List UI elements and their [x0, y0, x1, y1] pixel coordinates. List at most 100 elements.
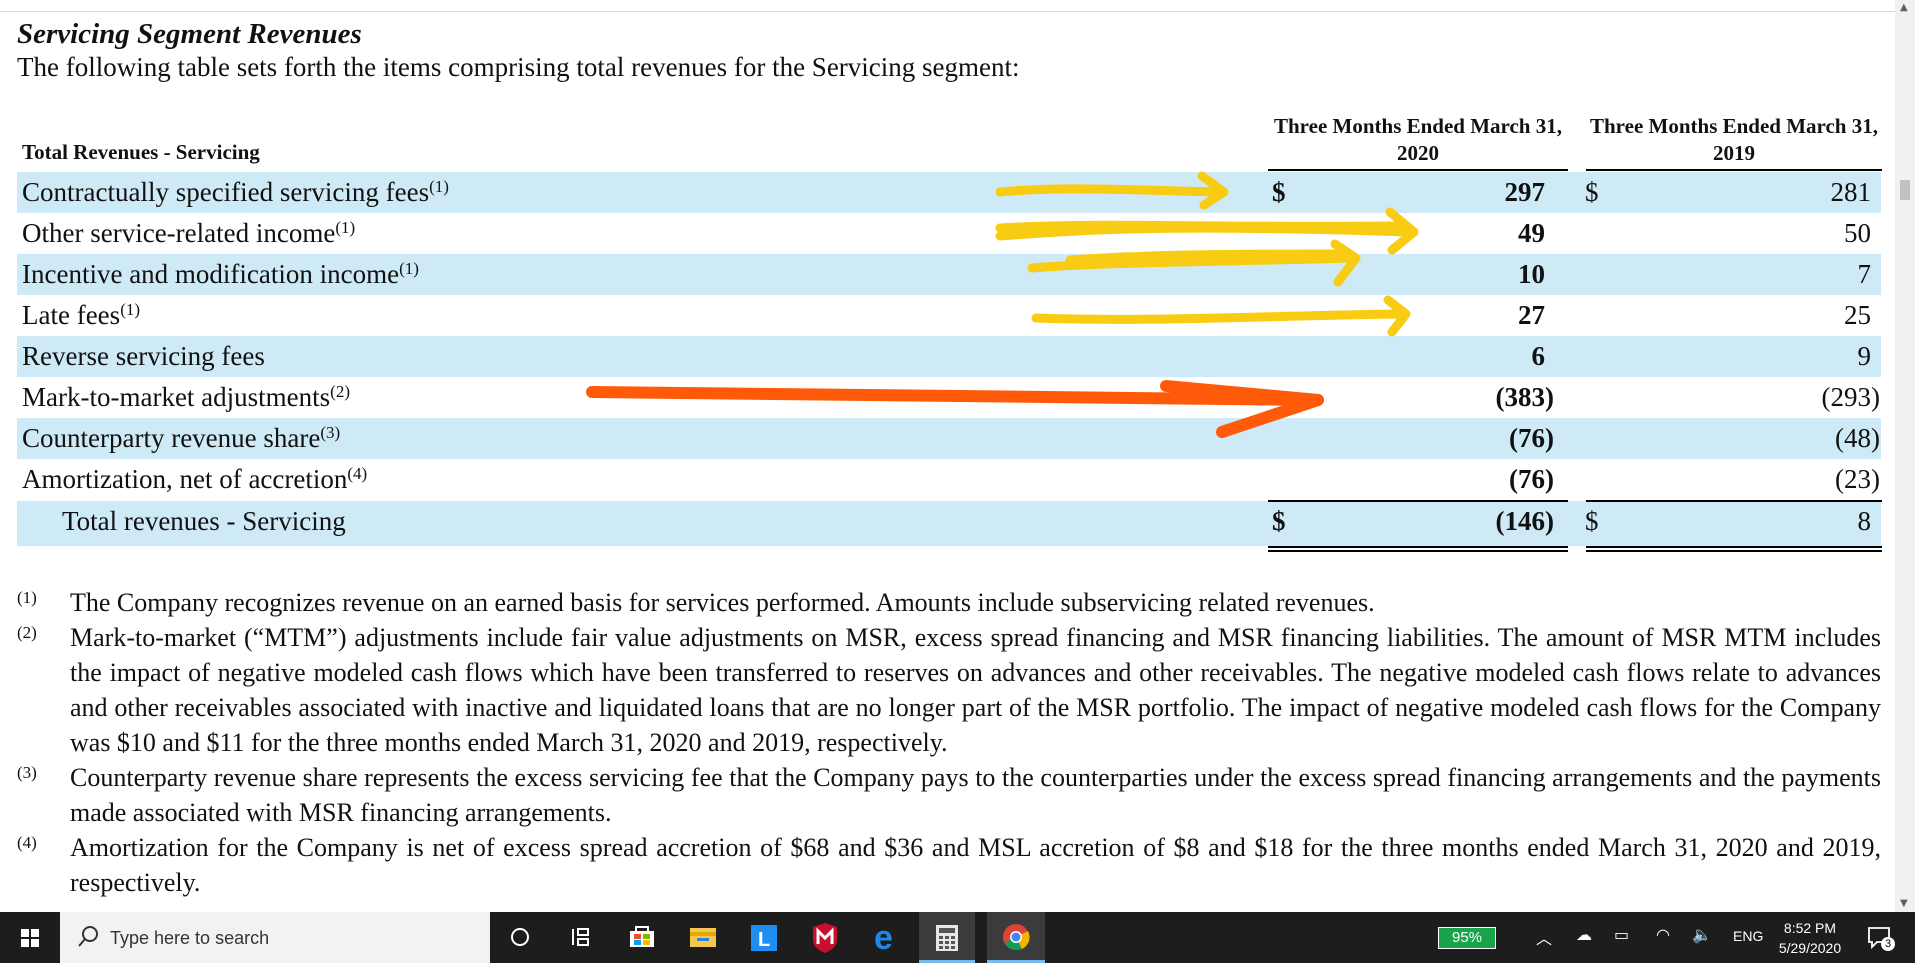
footnote: (3) Counterparty revenue share represents… — [17, 760, 1881, 830]
divider — [0, 11, 1895, 12]
vertical-scrollbar[interactable]: ▲ ▼ — [1895, 0, 1915, 912]
table-row: Incentive and modification income(1) 10 … — [17, 254, 1881, 295]
currency-2019: $ — [1585, 506, 1599, 536]
table-row: Mark-to-market adjustments(2) (383) (293… — [17, 377, 1881, 418]
footnote-marker: (4) — [17, 833, 37, 852]
start-button[interactable] — [0, 912, 60, 963]
windows-taskbar: Type here to search L e 95% ︿ ☁ ▭ ◠ 🔈 EN… — [0, 912, 1915, 963]
header-rule-2019 — [1586, 169, 1882, 171]
value-2020: (76) — [1509, 423, 1554, 453]
table-row: Contractually specified servicing fees(1… — [17, 172, 1881, 213]
file-explorer-icon[interactable] — [675, 912, 731, 963]
taskbar-search-box[interactable]: Type here to search — [60, 912, 490, 963]
intro-text: The following table sets forth the items… — [17, 52, 1020, 82]
value-2019: 25 — [1844, 300, 1871, 330]
row-label: Counterparty revenue share(3) — [22, 423, 341, 453]
task-view-icon[interactable] — [553, 912, 609, 963]
onedrive-cloud-icon[interactable]: ☁ — [1576, 927, 1592, 944]
svg-text:L: L — [758, 929, 770, 951]
total-double-rule-2019 — [1586, 550, 1882, 552]
edge-icon[interactable]: e — [858, 912, 914, 963]
row-label: Contractually specified servicing fees(1… — [22, 177, 449, 207]
table-row: Amortization, net of accretion(4) (76) (… — [17, 459, 1881, 500]
value-2019: 9 — [1857, 341, 1872, 371]
value-2020: (146) — [1495, 506, 1554, 536]
search-placeholder: Type here to search — [110, 928, 270, 948]
wifi-icon[interactable]: ◠ — [1656, 927, 1670, 944]
footnote-text: The Company recognizes revenue on an ear… — [70, 588, 1375, 617]
footnote-text: Counterparty revenue share represents th… — [70, 763, 1881, 827]
l-app-icon[interactable]: L — [736, 912, 792, 963]
language-indicator[interactable]: ENG — [1733, 928, 1764, 944]
subtotal-rule-2020 — [1268, 500, 1568, 502]
footnote-marker: (3) — [17, 763, 37, 782]
row-label: Incentive and modification income(1) — [22, 259, 419, 289]
currency-2020: $ — [1272, 506, 1286, 536]
mcafee-icon[interactable] — [797, 912, 853, 963]
total-rule-2019 — [1586, 546, 1882, 548]
store-icon[interactable] — [614, 912, 670, 963]
row-label: Total revenues - Servicing — [62, 506, 346, 536]
table-row-total: Total revenues - Servicing $ (146) $ 8 — [17, 501, 1881, 546]
value-2019: (48) — [1835, 423, 1880, 453]
value-2020: 10 — [1518, 259, 1545, 289]
section-title: Servicing Segment Revenues — [17, 18, 362, 50]
row-label: Late fees(1) — [22, 300, 141, 330]
table-row: Other service-related income(1) 49 50 — [17, 213, 1881, 254]
svg-text:e: e — [874, 919, 893, 957]
value-2019: (23) — [1835, 464, 1880, 494]
cortana-icon[interactable] — [492, 912, 548, 963]
value-2020: 49 — [1518, 218, 1545, 248]
value-2020: 6 — [1531, 341, 1546, 371]
column-header-2019: Three Months Ended March 31, 2019 — [1590, 114, 1878, 165]
table-header-label: Total Revenues - Servicing — [22, 140, 260, 164]
chrome-icon[interactable] — [987, 912, 1045, 963]
footnote: (2) Mark-to-market (“MTM”) adjustments in… — [17, 620, 1881, 760]
total-double-rule-2020 — [1268, 550, 1568, 552]
clock-time: 8:52 PM — [1783, 920, 1837, 936]
currency-2020: $ — [1272, 177, 1286, 207]
clock-date: 5/29/2020 — [1778, 940, 1842, 956]
row-label: Other service-related income(1) — [22, 218, 356, 248]
value-2020: 27 — [1518, 300, 1545, 330]
value-2019: 7 — [1857, 259, 1872, 289]
header-rule-2020 — [1268, 169, 1568, 171]
volume-icon[interactable]: 🔈 — [1692, 927, 1712, 944]
footnote: (4) Amortization for the Company is net o… — [17, 830, 1881, 900]
value-2019: (293) — [1821, 382, 1880, 412]
battery-indicator[interactable]: 95% — [1438, 927, 1496, 949]
notification-icon — [1868, 927, 1890, 950]
value-2019: 50 — [1844, 218, 1871, 248]
row-label: Mark-to-market adjustments(2) — [22, 382, 350, 412]
value-2019: 281 — [1830, 177, 1872, 207]
show-hidden-icons-chevron-icon[interactable]: ︿ — [1536, 931, 1553, 948]
document-viewer: Servicing Segment Revenues The following… — [0, 11, 1895, 900]
footnote-text: Mark-to-market (“MTM”) adjustments inclu… — [70, 623, 1881, 757]
notification-count-badge: 3 — [1881, 937, 1895, 951]
footnotes: (1) The Company recognizes revenue on an … — [17, 585, 1881, 900]
value-2020: (383) — [1495, 382, 1554, 412]
calculator-icon[interactable] — [919, 912, 975, 963]
table-row: Counterparty revenue share(3) (76) (48) — [17, 418, 1881, 459]
table-row: Reverse servicing fees 6 9 — [17, 336, 1881, 377]
clock[interactable]: 8:52 PM 5/29/2020 — [1770, 918, 1850, 958]
footnote-marker: (1) — [17, 588, 37, 607]
scroll-up-arrow-icon[interactable]: ▲ — [1900, 2, 1908, 13]
row-label: Amortization, net of accretion(4) — [22, 464, 368, 494]
footnote-text: Amortization for the Company is net of e… — [70, 833, 1881, 897]
footnote: (1) The Company recognizes revenue on an … — [17, 585, 1881, 620]
windows-logo-icon — [21, 929, 39, 947]
scroll-down-arrow-icon[interactable]: ▼ — [1900, 898, 1908, 909]
battery-icon[interactable]: ▭ — [1614, 927, 1630, 944]
total-rule-2020 — [1268, 546, 1568, 548]
table-row: Late fees(1) 27 25 — [17, 295, 1881, 336]
footnote-marker: (2) — [17, 623, 37, 642]
value-2020: (76) — [1509, 464, 1554, 494]
scrollbar-thumb[interactable] — [1900, 180, 1910, 200]
value-2020: 297 — [1504, 177, 1546, 207]
search-icon — [78, 926, 98, 947]
column-header-2020: Three Months Ended March 31, 2020 — [1274, 114, 1562, 165]
action-center-button[interactable]: 3 — [1866, 924, 1896, 957]
subtotal-rule-2019 — [1586, 500, 1882, 502]
value-2019: 8 — [1857, 506, 1872, 536]
